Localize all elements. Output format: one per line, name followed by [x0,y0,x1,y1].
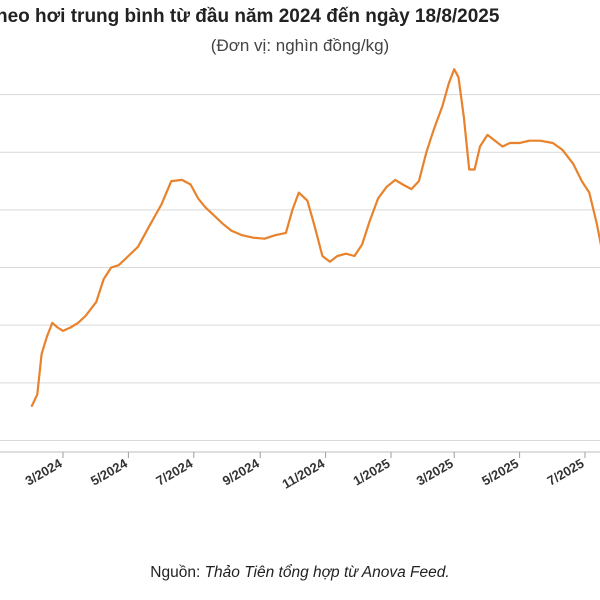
x-tick-label: 3/2024 [23,455,66,488]
gridlines [0,94,600,441]
series-line [30,68,600,407]
x-tick-label: 5/2024 [88,455,131,488]
series-layer [30,68,600,407]
source-note: Nguồn: Thảo Tiên tổng hợp từ Anova Feed. [0,564,600,582]
source-text: Thảo Tiên tổng hợp từ Anova Feed. [204,564,450,581]
x-tick-label: 5/2025 [479,456,521,489]
source-prefix: Nguồn: [150,564,205,581]
chart-title: heo hơi trung bình từ đầu năm 2024 đến n… [0,6,500,27]
x-tick-label: 3/2025 [414,456,456,489]
x-axis: 3/2024 5/2024 7/2024 9/2024 11/2024 1/2025 3/2… [0,451,600,492]
chart-subtitle: (Đơn vị: nghìn đồng/kg) [210,36,390,55]
x-tick-label: 1/2025 [351,456,393,489]
x-tick-label: 11/2024 [280,455,328,492]
x-tick-label: 7/2025 [545,456,587,489]
x-tick-label: 7/2024 [153,455,196,488]
x-tick-label: 9/2024 [220,455,263,488]
